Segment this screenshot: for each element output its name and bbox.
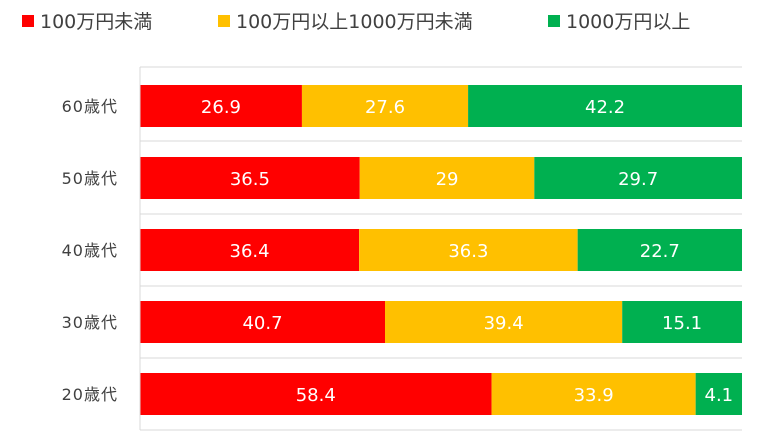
data-label-3-3: 22.7 <box>640 241 680 262</box>
bar-segment-1-2 <box>140 157 360 199</box>
legend: 100万円未満 100万円以上1000万円未満 1000万円以上 <box>22 11 690 33</box>
data-label-3-5: 4.1 <box>705 385 734 406</box>
bars <box>140 85 742 415</box>
bar-segment-1-4 <box>140 301 386 343</box>
category-label-5: 20歳代 <box>62 385 118 404</box>
bar-segment-2-5 <box>491 373 696 415</box>
legend-swatch-3 <box>548 15 560 27</box>
category-axis: 60歳代 50歳代 40歳代 30歳代 20歳代 <box>62 97 118 404</box>
bar-segment-2-4 <box>385 301 623 343</box>
legend-swatch-1 <box>22 15 34 27</box>
data-label-1-5: 58.4 <box>296 385 336 406</box>
bar-segment-2-2 <box>359 157 535 199</box>
gridlines <box>140 66 742 431</box>
legend-label-1: 100万円未満 <box>40 11 152 33</box>
category-label-1: 60歳代 <box>62 97 118 116</box>
data-label-2-5: 33.9 <box>574 385 614 406</box>
legend-label-3: 1000万円以上 <box>566 11 690 33</box>
bar-segment-1-3 <box>140 229 360 271</box>
bar-segment-1-1 <box>140 85 302 127</box>
bar-segment-3-5 <box>695 373 742 415</box>
category-label-4: 30歳代 <box>62 313 118 332</box>
bar-segment-2-1 <box>301 85 469 127</box>
bar-segment-3-1 <box>468 85 742 127</box>
data-label-1-3: 36.4 <box>230 241 270 262</box>
data-label-1-4: 40.7 <box>242 313 282 334</box>
data-label-2-1: 27.6 <box>365 97 405 118</box>
data-label-2-2: 29 <box>436 169 459 190</box>
legend-swatch-2 <box>218 15 230 27</box>
data-label-2-3: 36.3 <box>448 241 488 262</box>
data-label-1-1: 26.9 <box>201 97 241 118</box>
bar-segment-1-5 <box>140 373 492 415</box>
category-label-2: 50歳代 <box>62 169 118 188</box>
legend-label-2: 100万円以上1000万円未満 <box>236 11 473 33</box>
data-label-2-4: 39.4 <box>484 313 524 334</box>
bar-segment-3-4 <box>622 301 742 343</box>
data-label-3-4: 15.1 <box>662 313 702 334</box>
data-labels: 26.9 27.6 42.2 36.5 29 29.7 36.4 36.3 22.7 40.7 39… <box>201 97 733 406</box>
data-label-3-2: 29.7 <box>618 169 658 190</box>
category-label-3: 40歳代 <box>62 241 118 260</box>
data-label-3-1: 42.2 <box>585 97 625 118</box>
bar-segment-3-2 <box>534 157 742 199</box>
data-label-1-2: 36.5 <box>230 169 270 190</box>
bar-segment-3-3 <box>577 229 742 271</box>
bar-segment-2-3 <box>359 229 578 271</box>
